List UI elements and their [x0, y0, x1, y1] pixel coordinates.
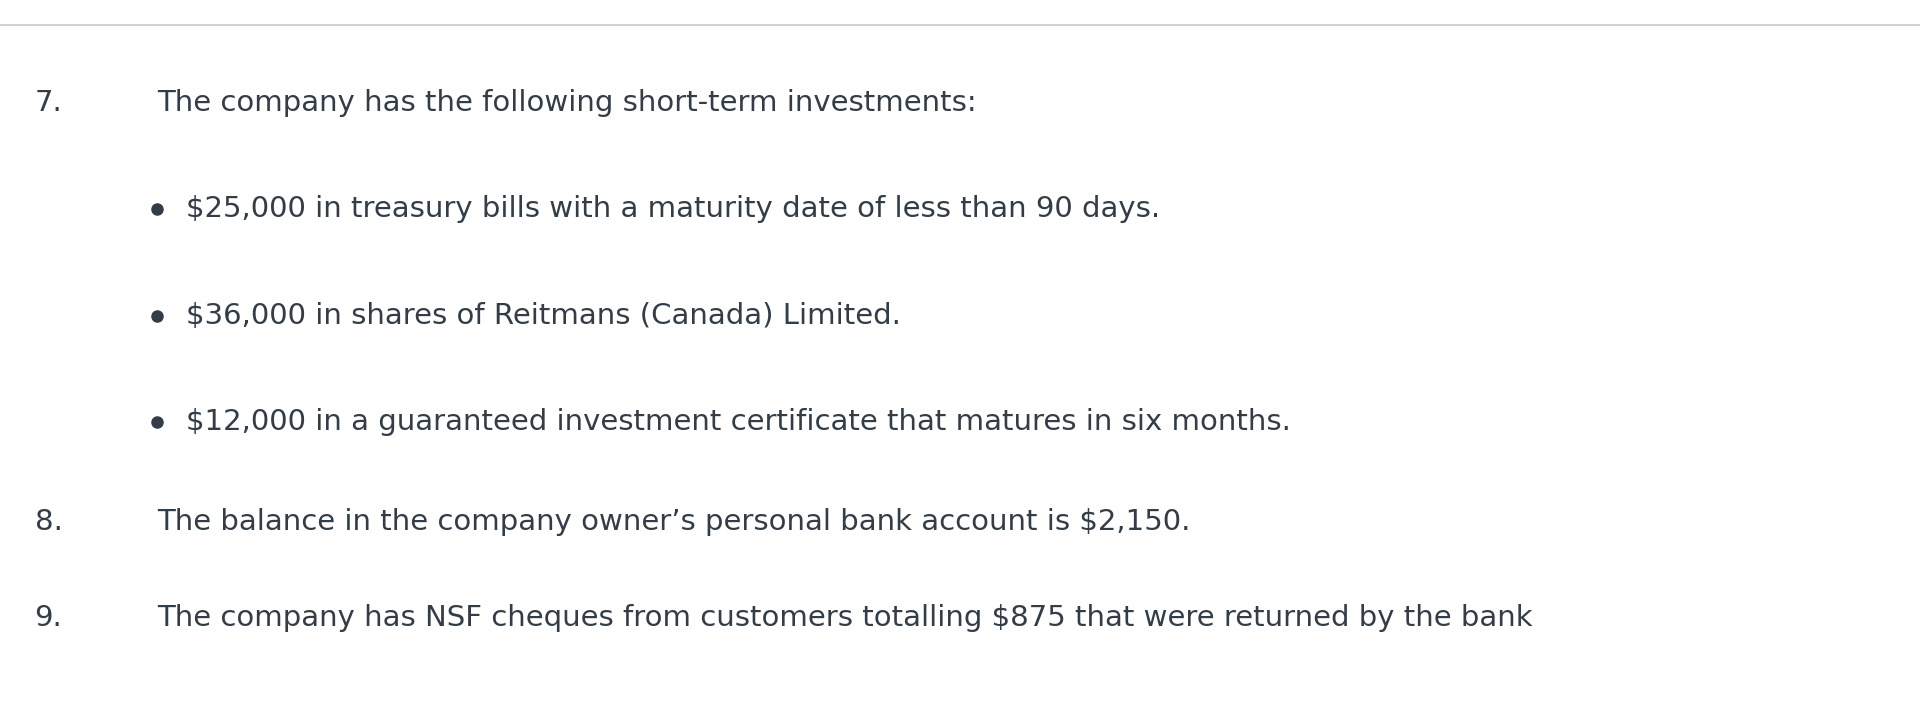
Text: The company has the following short-term investments:: The company has the following short-term… — [157, 89, 977, 117]
Text: $12,000 in a guaranteed investment certificate that matures in six months.: $12,000 in a guaranteed investment certi… — [186, 408, 1290, 437]
Text: 8.: 8. — [35, 508, 63, 536]
Text: $36,000 in shares of Reitmans (Canada) Limited.: $36,000 in shares of Reitmans (Canada) L… — [186, 302, 900, 330]
Text: 7.: 7. — [35, 89, 61, 117]
Text: The balance in the company owner’s personal bank account is $2,150.: The balance in the company owner’s perso… — [157, 508, 1190, 536]
Text: 9.: 9. — [35, 604, 61, 632]
Text: The company has NSF cheques from customers totalling $875 that were returned by : The company has NSF cheques from custome… — [157, 604, 1532, 632]
Text: $25,000 in treasury bills with a maturity date of less than 90 days.: $25,000 in treasury bills with a maturit… — [186, 195, 1160, 224]
